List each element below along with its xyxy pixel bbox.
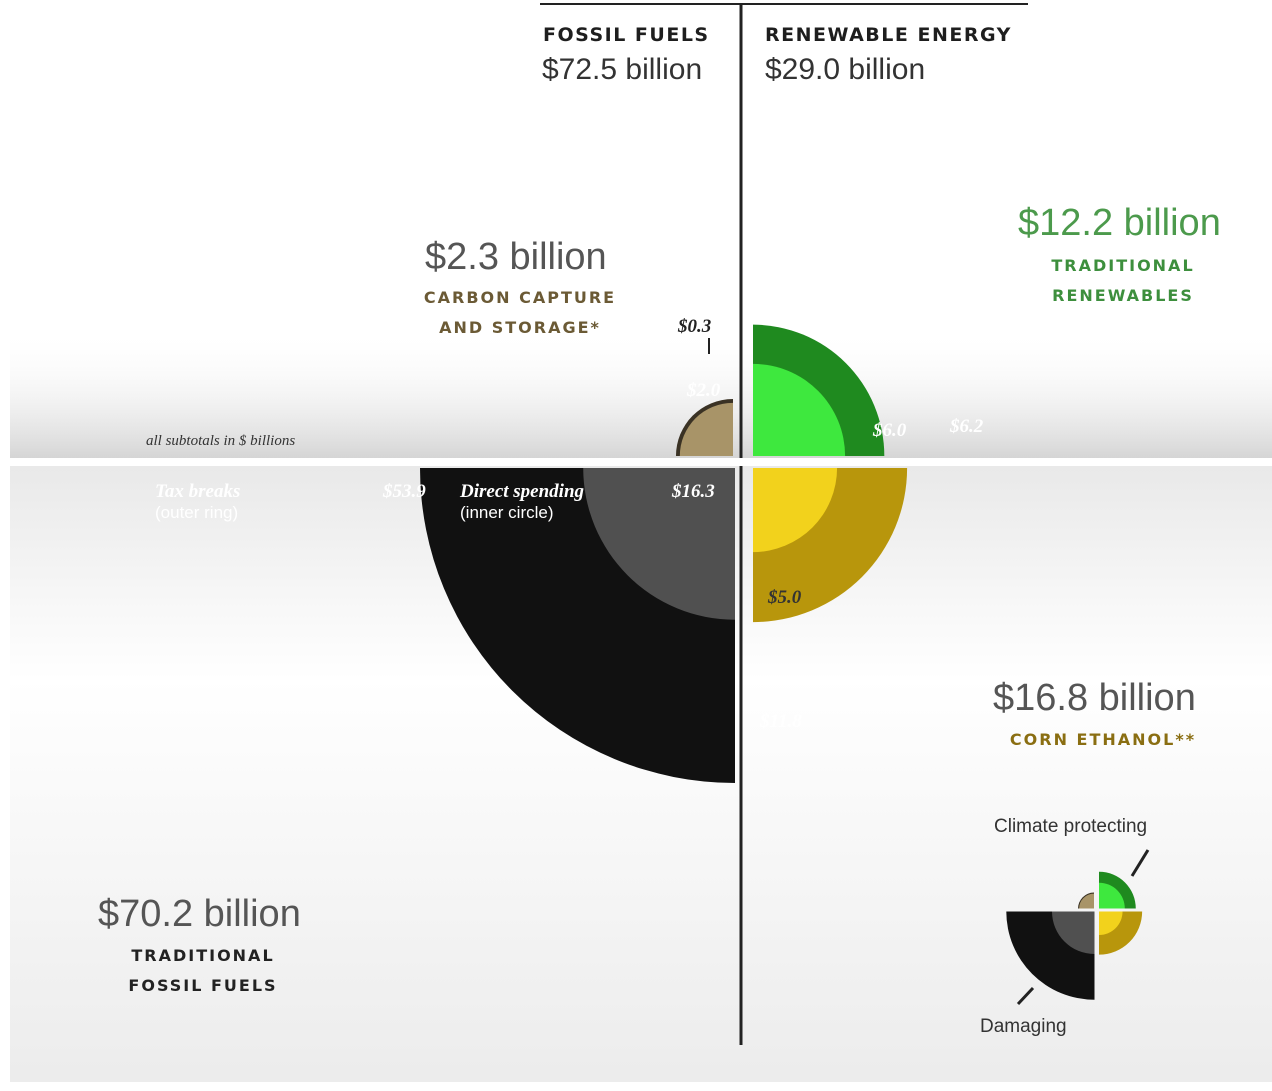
mini-legend-bottom-arrow bbox=[1016, 986, 1035, 1006]
mini-fossil-inner bbox=[1052, 911, 1095, 954]
corn-tax-value: $11.8 bbox=[760, 711, 802, 732]
fossil-tax-value: $53.9 bbox=[383, 481, 426, 502]
renewable-header-total: $29.0 billion bbox=[765, 53, 926, 86]
corn-caption: CORN ETHANOL** bbox=[985, 725, 1221, 755]
mini-legend-top-label: Climate protecting bbox=[994, 816, 1148, 837]
ccs-direct-value: $2.0 bbox=[687, 380, 721, 401]
renewables-direct-spending-circle bbox=[753, 363, 846, 456]
fossil-header-total: $72.5 billion bbox=[542, 53, 703, 86]
renewable-header-label: RENEWABLE ENERGY bbox=[765, 24, 1012, 46]
legend-tax-breaks: Tax breaks bbox=[155, 481, 241, 502]
fossil-caption-line-1: TRADITIONAL bbox=[131, 946, 275, 965]
renewables-tax-value: $6.2 bbox=[950, 416, 984, 437]
renewables-caption-line-2: RENEWABLES bbox=[1052, 286, 1194, 305]
corn-direct-spending-circle bbox=[753, 468, 838, 553]
mini-legend-top-arrow bbox=[1130, 849, 1150, 877]
mini-corn-inner bbox=[1099, 911, 1123, 936]
ccs-caption-line-1: CARBON CAPTURE bbox=[423, 288, 617, 307]
ccs-caption-line-2: AND STORAGE* bbox=[439, 318, 601, 337]
fossil-caption: TRADITIONAL FOSSIL FUELS bbox=[85, 941, 321, 1001]
fossil-total: $70.2 billion bbox=[98, 893, 301, 935]
fossil-direct-value: $16.3 bbox=[672, 481, 715, 502]
corn-total: $16.8 billion bbox=[993, 677, 1196, 719]
renewables-total: $12.2 billion bbox=[1018, 202, 1221, 244]
renewables-caption: TRADITIONAL RENEWABLES bbox=[1000, 251, 1246, 311]
ccs-caption: CARBON CAPTURE AND STORAGE* bbox=[400, 283, 640, 343]
legend-direct-spending-sub: (inner circle) bbox=[460, 503, 554, 522]
backdrop-upper-shadow bbox=[10, 330, 1272, 460]
mini-renewables-inner bbox=[1099, 882, 1125, 909]
fossil-caption-line-2: FOSSIL FUELS bbox=[128, 976, 278, 995]
mini-ccs-inner bbox=[1079, 893, 1094, 909]
mini-legend-bottom-label: Damaging bbox=[980, 1016, 1067, 1037]
fossil-header-label: FOSSIL FUELS bbox=[543, 24, 710, 46]
renewables-caption-line-1: TRADITIONAL bbox=[1051, 256, 1195, 275]
legend-direct-spending: Direct spending bbox=[460, 481, 585, 502]
ccs-total: $2.3 billion bbox=[425, 236, 607, 278]
fossil-direct-spending-circle bbox=[583, 468, 735, 620]
renewables-direct-value: $6.0 bbox=[873, 420, 907, 441]
legend-tax-breaks-sub: (outer ring) bbox=[155, 503, 239, 522]
ccs-tax-value: $0.3 bbox=[678, 316, 712, 337]
corn-direct-value: $5.0 bbox=[768, 587, 802, 608]
subtotal-note: all subtotals in $ billions bbox=[146, 433, 296, 449]
ccs-direct-spending-circle bbox=[679, 402, 733, 456]
corn-caption-line-1: CORN ETHANOL** bbox=[1009, 730, 1197, 749]
